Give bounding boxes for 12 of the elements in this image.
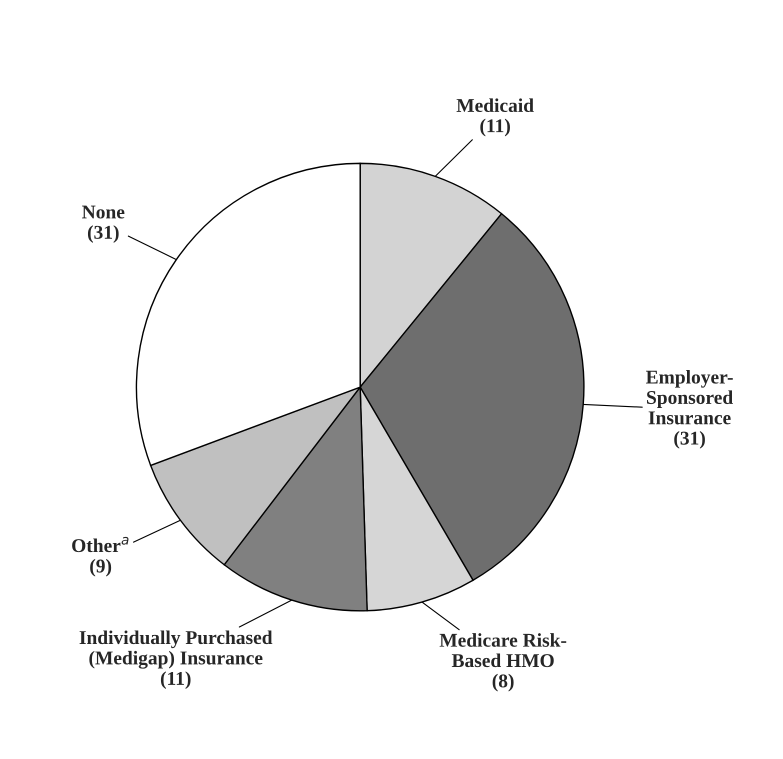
data-label: (31)	[674, 431, 705, 449]
data-label: (9)	[90, 558, 112, 577]
data-label: (11)	[480, 118, 510, 136]
slice-label: Medicare Risk- Based HMO	[440, 633, 566, 668]
slice-label: Medicaid	[456, 98, 534, 112]
slice-label: Individually Purchased (Medigap) Insurance	[80, 630, 272, 669]
data-label: (11)	[160, 671, 191, 689]
slice-label: Employer- Sponsored Insurance	[646, 370, 733, 424]
data-label: (31)	[88, 225, 119, 243]
slice-label: None	[82, 206, 124, 219]
slice-label: Other$^{a}$	[72, 536, 128, 552]
data-label: (8)	[492, 674, 514, 692]
